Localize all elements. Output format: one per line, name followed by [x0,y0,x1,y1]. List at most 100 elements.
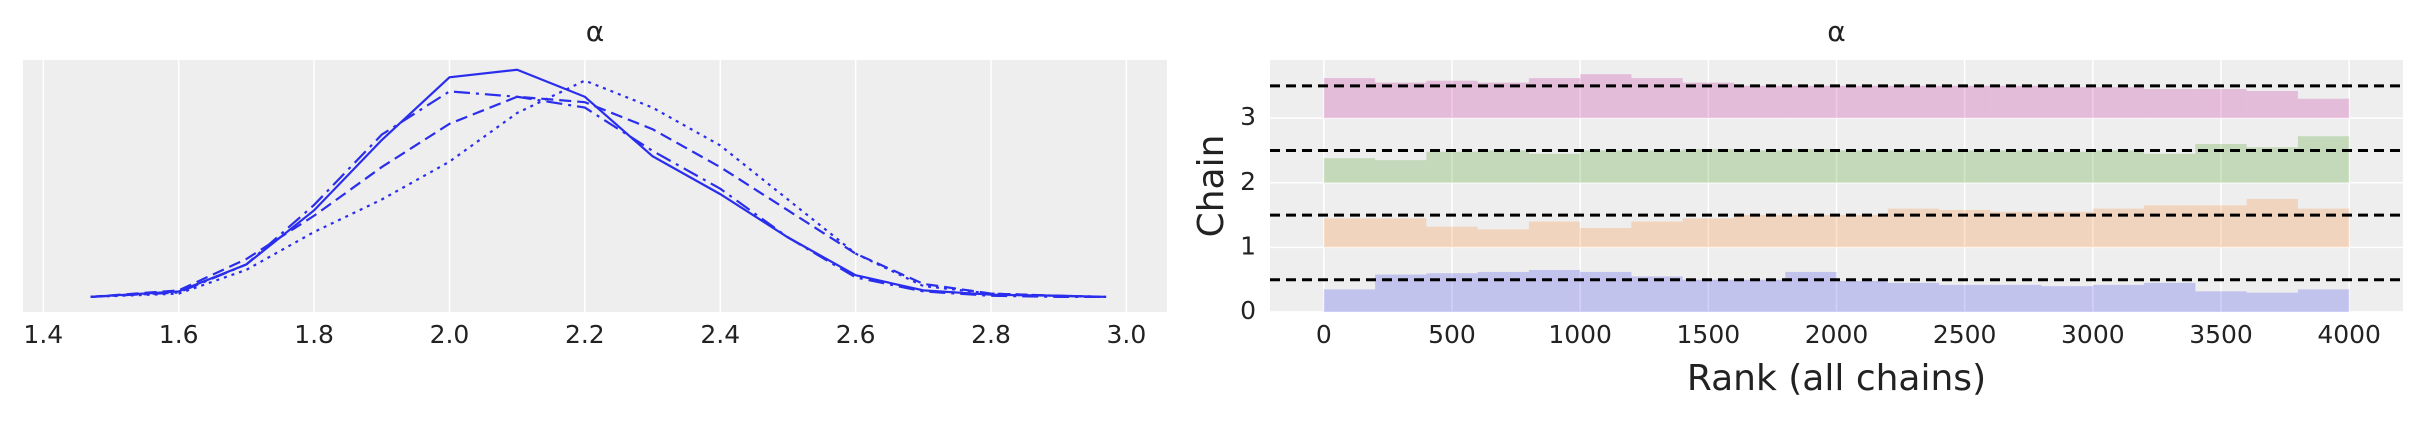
rank-bar [1477,150,1529,183]
rank-bar [2041,286,2093,312]
x-tick-label: 1500 [1677,320,1741,349]
rank-bar [2144,153,2196,183]
rank-bar [1528,221,1581,248]
rank-bar [1323,78,1376,119]
kde-line [90,79,1107,298]
rank-bar [1939,284,1991,312]
rank-bar [2297,98,2350,119]
rank-bar [1528,270,1581,312]
rank-bar [1836,150,1888,183]
rank-bar [1990,284,2042,312]
rank-bar [1785,85,1837,119]
rank-bar [2092,87,2145,119]
rank-bar [1887,282,1940,312]
x-tick-label: 4000 [2317,320,2381,349]
rank-bar [1580,228,1632,248]
rank-bar [2195,205,2247,248]
rank-bar [2144,205,2196,248]
rank-bar [1682,149,1734,183]
rank-bar [1477,229,1529,248]
rank-bar [1682,279,1734,312]
rank-bar [1580,74,1632,119]
rank-bar [1990,150,2042,183]
y-axis-label: Chain [1191,135,1232,238]
rank-bar [2144,89,2196,119]
y-tick-label: 2 [1240,167,1256,196]
rank-bar [1990,211,2042,248]
x-tick-label: 3000 [2061,320,2125,349]
rank-bar [2041,211,2093,248]
y-tick-label: 3 [1240,102,1256,131]
rank-bar [2092,150,2145,183]
x-tick-label: 2000 [1805,320,1869,349]
chart-title: α [586,15,604,48]
rank-bar [2144,282,2196,312]
rank-bar [1733,279,1786,312]
rank-bar [1477,271,1529,312]
x-tick-label: 1.8 [294,320,334,349]
rank-bar [2041,151,2093,183]
rank-bar [1323,158,1376,183]
rank-bar [1528,78,1581,119]
rank-bar [1631,78,1683,119]
x-tick-label: 2.6 [836,320,876,349]
rank-bar [1323,218,1376,248]
rank-bar [2246,198,2298,248]
rank-bar [1580,271,1632,312]
kde-line [90,95,1107,298]
rank-bar [1939,150,1991,183]
x-tick-label: 1000 [1548,320,1612,349]
x-tick-label: 2500 [1933,320,1997,349]
rank-bar [1836,215,1888,248]
rank-bar [2195,291,2247,312]
rank-bar [1528,153,1581,183]
y-tick-label: 0 [1240,296,1256,325]
plot-background [23,60,1167,312]
y-tick-label: 1 [1240,231,1256,260]
x-tick-label: 2.2 [565,320,605,349]
rank-bar [1785,149,1837,183]
rank-bar [1785,215,1837,248]
rank-bar [1477,82,1529,119]
rank-bar [2246,91,2298,119]
x-tick-label: 2.8 [971,320,1011,349]
rank-bar [2092,284,2145,312]
rank-bar [2297,289,2350,312]
rank-bar [1836,280,1888,312]
rank-bar [1887,85,1940,119]
rank-bar [1990,85,2042,119]
rank-bar [1733,215,1786,248]
rank-bar [1785,271,1837,312]
rank-bar [1323,289,1376,312]
x-tick-label: 2.0 [430,320,470,349]
x-tick-label: 1.6 [159,320,199,349]
rank-bar [2246,292,2298,312]
rank-bar [1375,160,1427,183]
rank-bar [1682,82,1734,119]
rank-bar [2195,89,2247,119]
rank-bar [1580,150,1632,183]
rank-bar [2041,87,2093,119]
rank-bar [1836,85,1888,119]
rank-bar [1426,226,1478,248]
rank-bar [1887,150,1940,183]
chart-title: α [1827,15,1845,48]
rank-bar [1939,85,1991,119]
x-tick-label: 3.0 [1107,320,1147,349]
rank-bar [2297,208,2350,248]
rank-bar [1733,150,1786,183]
x-tick-label: 3500 [2189,320,2253,349]
x-axis-label: Rank (all chains) [1687,358,1986,399]
rank-bar [1631,276,1683,312]
rank-bar [2246,147,2298,183]
rank-bar [1426,151,1478,183]
x-tick-label: 0 [1316,320,1332,349]
rank-bar [1631,150,1683,183]
rank-bar [1631,221,1683,248]
rank-bar [1733,85,1786,119]
rank-bar [1375,218,1427,248]
x-tick-label: 500 [1428,320,1476,349]
rank-bar [1682,218,1734,248]
x-tick-label: 2.4 [700,320,740,349]
